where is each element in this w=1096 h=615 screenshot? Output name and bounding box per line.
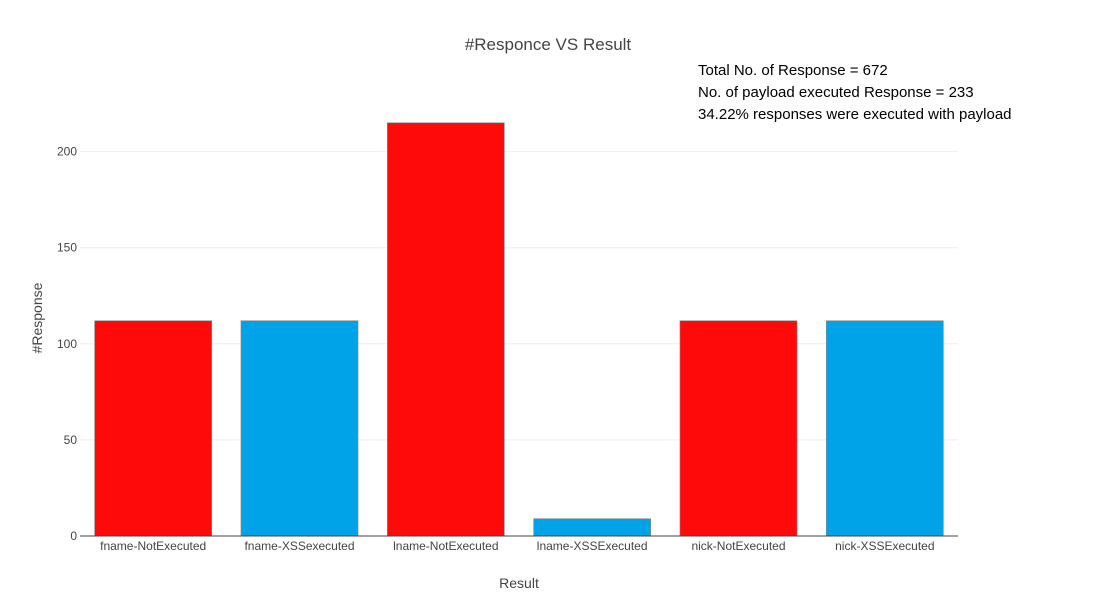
y-tick-label: 100: [57, 337, 77, 351]
bar-nick-XSSExecuted[interactable]: [825, 320, 944, 537]
bar-lname-XSSExecuted[interactable]: [533, 518, 652, 537]
y-tick-label: 50: [64, 433, 78, 447]
bar-fname-XSSexecuted[interactable]: [240, 320, 359, 537]
bar-fname-NotExecuted[interactable]: [94, 320, 212, 537]
x-tick-label: fname-NotExecuted: [100, 539, 206, 553]
x-tick-label: lname-XSSExecuted: [537, 539, 648, 553]
chart-title: #Responce VS Result: [465, 35, 632, 54]
annotation-executed: No. of payload executed Response = 233: [698, 84, 974, 101]
gridlines: [80, 151, 958, 441]
x-tick-label: lname-NotExecuted: [393, 539, 498, 553]
bars: [94, 122, 944, 537]
y-tick-label: 0: [70, 529, 77, 543]
y-axis-title: #Response: [29, 282, 45, 353]
annotation-total: Total No. of Response = 672: [698, 62, 888, 79]
x-tick-label: fname-XSSexecuted: [244, 539, 354, 553]
bar-lname-NotExecuted[interactable]: [386, 122, 505, 537]
x-axis-title: Result: [499, 575, 539, 591]
y-tick-label: 200: [57, 145, 77, 159]
y-tick-label: 150: [57, 241, 77, 255]
x-tick-label: nick-NotExecuted: [691, 539, 785, 553]
x-tick-label: nick-XSSExecuted: [835, 539, 934, 553]
annotation-percentage: 34.22% responses were executed with payl…: [698, 106, 1012, 123]
bar-nick-NotExecuted[interactable]: [679, 320, 798, 537]
x-tick-labels: fname-NotExecuted fname-XSSexecuted lname-…: [100, 539, 934, 553]
y-tick-labels: 0 50 100 150 200: [57, 145, 77, 543]
